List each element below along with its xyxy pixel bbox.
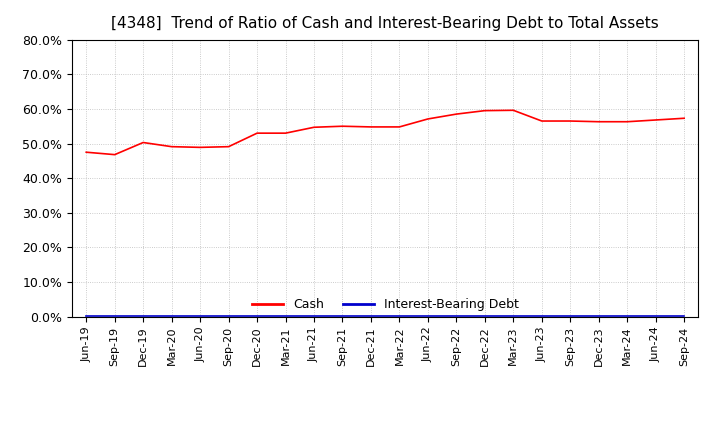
Cash — [139, 140, 148, 145]
Line: Cash: Cash — [86, 110, 684, 154]
Cash — [509, 108, 518, 113]
Interest-Bearing Debt — [623, 314, 631, 319]
Cash — [566, 118, 575, 124]
Interest-Bearing Debt — [310, 314, 318, 319]
Cash — [225, 144, 233, 149]
Cash — [282, 131, 290, 136]
Interest-Bearing Debt — [452, 314, 461, 319]
Cash — [395, 124, 404, 129]
Cash — [623, 119, 631, 125]
Cash — [310, 125, 318, 130]
Interest-Bearing Debt — [652, 314, 660, 319]
Cash — [452, 111, 461, 117]
Interest-Bearing Debt — [566, 314, 575, 319]
Cash — [423, 116, 432, 121]
Cash — [82, 150, 91, 155]
Interest-Bearing Debt — [282, 314, 290, 319]
Interest-Bearing Debt — [680, 314, 688, 319]
Interest-Bearing Debt — [82, 314, 91, 319]
Interest-Bearing Debt — [253, 314, 261, 319]
Cash — [680, 116, 688, 121]
Cash — [652, 117, 660, 123]
Cash — [196, 145, 204, 150]
Cash — [167, 144, 176, 149]
Interest-Bearing Debt — [395, 314, 404, 319]
Interest-Bearing Debt — [537, 314, 546, 319]
Interest-Bearing Debt — [167, 314, 176, 319]
Interest-Bearing Debt — [196, 314, 204, 319]
Interest-Bearing Debt — [139, 314, 148, 319]
Cash — [110, 152, 119, 157]
Title: [4348]  Trend of Ratio of Cash and Interest-Bearing Debt to Total Assets: [4348] Trend of Ratio of Cash and Intere… — [112, 16, 659, 32]
Cash — [480, 108, 489, 113]
Cash — [338, 124, 347, 129]
Legend: Cash, Interest-Bearing Debt: Cash, Interest-Bearing Debt — [247, 293, 523, 316]
Interest-Bearing Debt — [366, 314, 375, 319]
Interest-Bearing Debt — [509, 314, 518, 319]
Interest-Bearing Debt — [338, 314, 347, 319]
Interest-Bearing Debt — [423, 314, 432, 319]
Cash — [253, 131, 261, 136]
Cash — [537, 118, 546, 124]
Cash — [595, 119, 603, 125]
Interest-Bearing Debt — [225, 314, 233, 319]
Interest-Bearing Debt — [480, 314, 489, 319]
Interest-Bearing Debt — [110, 314, 119, 319]
Interest-Bearing Debt — [595, 314, 603, 319]
Cash — [366, 124, 375, 129]
